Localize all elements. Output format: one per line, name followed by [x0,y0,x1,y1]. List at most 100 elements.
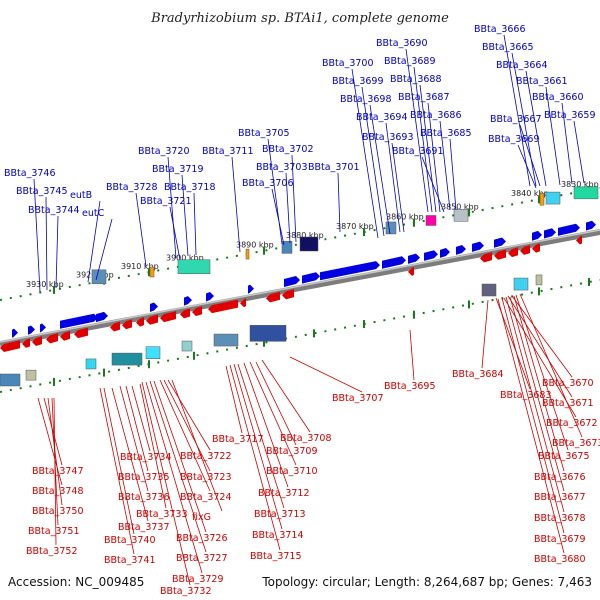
gene-label[interactable]: eutC [82,208,105,219]
gene-label[interactable]: BBta_3670 [542,378,594,389]
forward-gene [382,256,406,269]
gene-label[interactable]: BBta_3701 [308,162,360,173]
gene-label[interactable]: BBta_3698 [340,94,392,105]
forward-gene [40,323,46,333]
reverse-gene [192,306,202,317]
gene-label[interactable]: BBta_3748 [32,486,84,497]
gene-label[interactable]: BBta_3711 [202,146,254,157]
gene-label[interactable]: BBta_3752 [26,546,78,557]
gene-label[interactable]: BBta_3680 [534,554,586,565]
label-leader [135,192,147,267]
domain-block [453,209,469,222]
gene-label[interactable]: BBta_3684 [452,369,504,380]
gene-label[interactable]: BBta_3687 [398,92,450,103]
gene-label[interactable]: BBta_3740 [104,535,156,546]
label-leader [255,361,297,446]
gene-label[interactable]: BBta_3729 [172,574,224,585]
reverse-gene [22,338,30,348]
gene-label[interactable]: BBta_3695 [384,381,436,392]
kbp-label: 3880 kbp [286,231,324,240]
domain-block [545,191,561,205]
gene-label[interactable]: BBta_3719 [152,164,204,175]
reverse-gene [508,247,518,258]
gene-label[interactable]: BBta_3679 [534,534,586,545]
gene-label[interactable]: BBta_3708 [280,433,332,444]
gene-label[interactable]: eutB [70,190,92,201]
gene-label[interactable]: BBta_3720 [138,146,190,157]
gene-label[interactable]: BBta_3727 [176,553,228,564]
forward-gene [586,220,596,231]
gene-label[interactable]: BBta_3693 [362,132,414,143]
label-leader [511,295,573,378]
reverse-gene [32,336,42,347]
gene-label[interactable]: BBta_3707 [332,393,384,404]
forward-gene [150,302,158,312]
label-leader [95,218,113,281]
label-leader [171,379,223,512]
gene-label[interactable]: BBta_3732 [160,586,212,597]
gene-label[interactable]: BBta_3686 [410,110,462,121]
gene-label[interactable]: BBta_3664 [496,60,548,71]
gene-label[interactable]: BBta_3745 [16,186,68,197]
gene-label[interactable]: BBta_3744 [28,205,80,216]
gene-label[interactable]: fixG [192,512,211,523]
gene-label[interactable]: BBta_3728 [106,182,158,193]
forward-gene [456,245,466,255]
gene-label[interactable]: BBta_3735 [118,472,170,483]
gene-label[interactable]: BBta_3737 [118,522,170,533]
gene-label[interactable]: BBta_3705 [238,128,290,139]
reverse-gene [520,245,530,255]
label-leader [351,68,379,239]
gene-label[interactable]: BBta_3699 [332,76,384,87]
gene-label[interactable]: BBta_3691 [392,146,444,157]
label-leader [125,385,149,472]
gene-label[interactable]: BBta_3717 [212,434,264,445]
label-leader [511,52,537,187]
gene-label[interactable]: BBta_3661 [516,76,568,87]
gene-label[interactable]: BBta_3672 [546,418,598,429]
gene-label[interactable]: BBta_3694 [356,112,408,123]
reverse-gene [122,319,132,330]
gene-label[interactable]: BBta_3706 [242,178,294,189]
gene-label[interactable]: BBta_3715 [250,551,302,562]
forward-gene [320,261,380,281]
gene-label[interactable]: BBta_3709 [266,446,318,457]
gene-label[interactable]: BBta_3665 [482,42,534,53]
gene-label[interactable]: BBta_3669 [488,134,540,145]
gene-label[interactable]: BBta_3734 [120,452,172,463]
gene-label[interactable]: BBta_3675 [538,451,590,462]
gene-label[interactable]: BBta_3718 [164,182,216,193]
gene-label[interactable]: BBta_3660 [532,92,584,103]
gene-label[interactable]: BBta_3689 [384,56,436,67]
gene-label[interactable]: BBta_3690 [376,38,428,49]
gene-label[interactable]: BBta_3736 [118,492,170,503]
gene-label[interactable]: BBta_3666 [474,24,526,35]
gene-label[interactable]: BBta_3678 [534,513,586,524]
gene-label[interactable]: BBta_3703 [256,162,308,173]
gene-label[interactable]: BBta_3733 [136,509,188,520]
gene-label[interactable]: BBta_3667 [490,114,542,125]
gene-label[interactable]: BBta_3721 [140,196,192,207]
gene-label[interactable]: BBta_3723 [180,472,232,483]
gene-label[interactable]: BBta_3722 [180,451,232,462]
label-leader [519,293,583,438]
label-leader [233,363,283,530]
gene-label[interactable]: BBta_3712 [258,488,310,499]
gene-label[interactable]: BBta_3676 [534,472,586,483]
gene-label[interactable]: BBta_3659 [544,110,596,121]
kbp-label: 3900 kbp [166,254,204,263]
gene-label[interactable]: BBta_3688 [390,74,442,85]
gene-label[interactable]: BBta_3685 [420,128,472,139]
gene-label[interactable]: BBta_3710 [266,466,318,477]
gene-label[interactable]: BBta_3724 [180,492,232,503]
gene-label[interactable]: BBta_3683 [500,390,552,401]
gene-label[interactable]: BBta_3673 [552,438,600,449]
gene-label[interactable]: BBta_3741 [104,555,156,566]
gene-label[interactable]: BBta_3713 [254,509,306,520]
gene-label[interactable]: BBta_3700 [322,58,374,69]
gene-label[interactable]: BBta_3746 [4,168,56,179]
gene-label[interactable]: BBta_3714 [252,530,304,541]
label-leader [145,381,203,574]
gene-label[interactable]: BBta_3751 [28,526,80,537]
gene-label[interactable]: BBta_3702 [262,144,314,155]
